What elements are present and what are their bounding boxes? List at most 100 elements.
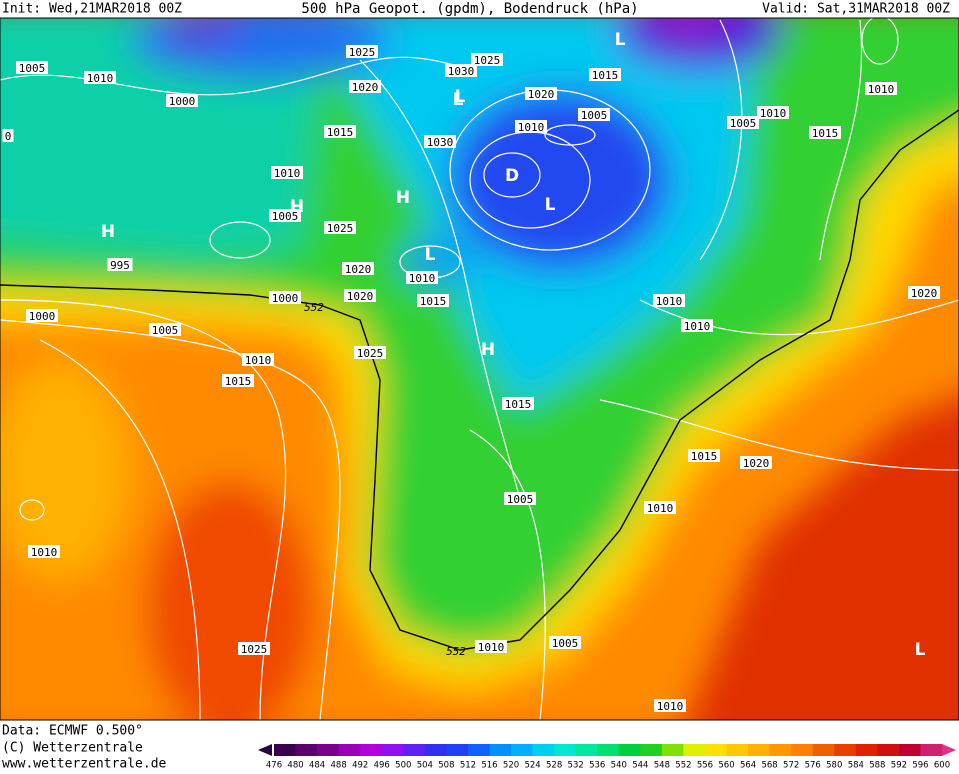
colorbar-bin	[683, 744, 706, 756]
isobar-label-box	[740, 456, 772, 469]
isobar-label: 1010	[657, 700, 684, 713]
isobar-label: 995	[110, 259, 130, 272]
colorbar-bin	[317, 744, 340, 756]
colorbar-bin	[597, 744, 620, 756]
map-title: 500 hPa Geopot. (gpdm), Bodendruck (hPa)	[301, 1, 638, 17]
colorbar-label: 508	[438, 761, 454, 771]
colorbar-bin	[338, 744, 361, 756]
colorbar-label: 544	[632, 761, 648, 771]
isobar-label-box	[578, 108, 610, 121]
colorbar-label: 576	[805, 761, 821, 771]
isobar-label: 1000	[272, 292, 299, 305]
colorbar-label: 524	[524, 761, 540, 771]
colorbar-bin	[274, 744, 297, 756]
map-field: 1005101010001025102010301025101510201010…	[0, 18, 959, 720]
colorbar-label: 584	[848, 761, 864, 771]
colorbar-bin	[640, 744, 663, 756]
isobar-label-box	[354, 346, 386, 359]
isobar-label-box	[502, 397, 534, 410]
colorbar-bin	[661, 744, 684, 756]
colorbar-bin	[920, 744, 943, 756]
isobar-label: 1020	[528, 88, 555, 101]
isobar-label: 1010	[656, 295, 683, 308]
colorbar-label: 520	[503, 761, 519, 771]
pressure-center: H	[290, 197, 304, 217]
map-frame	[0, 17, 959, 721]
valid-label: Valid: Sat,31MAR2018 00Z	[762, 2, 950, 17]
isobar-label-box	[525, 87, 557, 100]
isobar-label: 1005	[152, 324, 179, 337]
colorbar-label: 572	[783, 761, 799, 771]
isobar-label: 1010	[87, 72, 114, 85]
colorbar-bin	[424, 744, 447, 756]
isobar-label: 1015	[691, 450, 718, 463]
pressure-center: L	[615, 30, 626, 50]
isobar-label: 1010	[684, 320, 711, 333]
isobar-label-box	[424, 135, 456, 148]
isobar-label: 1020	[911, 287, 938, 300]
isobar-label: 1005	[581, 109, 608, 122]
isobar-label: 1010	[760, 107, 787, 120]
isobar-label: 0	[5, 130, 12, 143]
website: www.wetterzentrale.de	[2, 757, 167, 771]
colorbar-label: 476	[266, 761, 282, 771]
isobar-label: 1020	[352, 81, 379, 94]
isobar-label-box	[549, 636, 581, 649]
isobar-label-box	[515, 120, 547, 133]
colorbar-arrow-right	[942, 744, 956, 756]
isobar-label-box	[475, 640, 507, 653]
isobar-label-box	[417, 294, 449, 307]
isobar-label-box	[865, 82, 897, 95]
isobar-label: 1010	[647, 502, 674, 515]
colorbar-label: 516	[481, 761, 497, 771]
colorbar-label: 580	[826, 761, 842, 771]
init-label: Init: Wed,21MAR2018 00Z	[2, 2, 182, 17]
colorbar-label: 548	[654, 761, 670, 771]
colorbar-bin	[704, 744, 728, 756]
isobar-label-box	[342, 262, 374, 275]
isobar-label-box	[681, 319, 713, 332]
isobar-label: 552	[304, 301, 324, 314]
pressure-center: L	[453, 90, 464, 110]
isobar-label-box	[149, 323, 181, 336]
colorbar-bin	[532, 744, 555, 756]
colorbar-bin	[403, 744, 426, 756]
colorbar-label: 560	[718, 761, 734, 771]
colorbar-bin	[511, 744, 534, 756]
colorbar-bin	[360, 744, 383, 756]
colorbar-label: 532	[568, 761, 584, 771]
colorbar: 476 480 484 488 492 496 500 504 508 512 516 520 524 5…	[258, 744, 956, 771]
isobar-label-box	[688, 449, 720, 462]
colorbar-label: 564	[740, 761, 756, 771]
colorbar-bin	[381, 744, 404, 756]
isobar-label: 1015	[505, 398, 532, 411]
isobar-label: 1030	[427, 136, 454, 149]
colorbar-label: 500	[395, 761, 411, 771]
isobar-label: 1010	[409, 272, 436, 285]
isobar-label-box	[809, 126, 841, 139]
colorbar-bin	[554, 744, 577, 756]
pressure-center: L	[545, 195, 556, 215]
colorbar-label: 592	[891, 761, 907, 771]
colorbar-label: 480	[287, 761, 303, 771]
isobar-label-box	[727, 116, 759, 129]
isobar-label-box	[757, 106, 789, 119]
colorbar-bin	[575, 744, 598, 756]
colorbar-bin	[489, 744, 512, 756]
colorbar-bin	[769, 744, 792, 756]
colorbar-label: 552	[675, 761, 691, 771]
colorbar-bin	[618, 744, 641, 756]
isobar-label-box	[471, 53, 503, 66]
isobar-label: 1010	[518, 121, 545, 134]
isobar-label-box	[107, 258, 133, 271]
isobar-label-box	[908, 286, 940, 299]
isobar-label: 1010	[868, 83, 895, 96]
colorbar-bin	[898, 744, 921, 756]
isobar-label-box	[346, 45, 378, 58]
isobar-label-box	[344, 289, 376, 302]
pressure-center: H	[396, 188, 410, 208]
colorbar-label: 504	[417, 761, 433, 771]
colorbar-label: 492	[352, 761, 368, 771]
isobar-label: 1010	[245, 354, 272, 367]
